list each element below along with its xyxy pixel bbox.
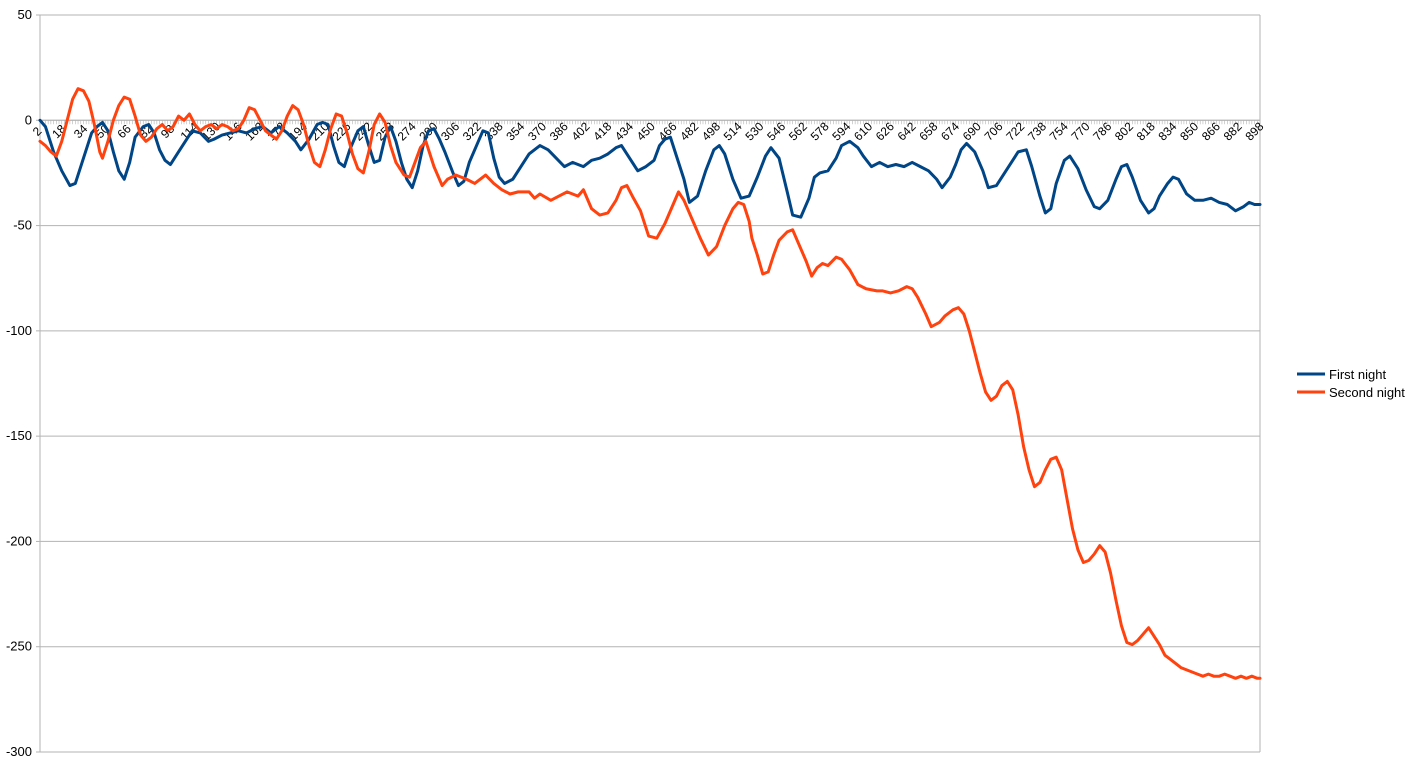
x-tick-label: 354 [503,119,527,143]
x-tick-label: 594 [829,119,853,143]
x-tick-label: 450 [634,119,658,143]
x-tick-label: 466 [656,119,680,143]
y-tick-label: -300 [6,744,32,759]
x-tick-label: 754 [1047,119,1071,143]
y-tick-label: -100 [6,323,32,338]
x-tick-label: 866 [1199,119,1223,143]
legend: First night Second night [1297,367,1405,400]
y-tick-label: -250 [6,639,32,654]
x-tick-label: 642 [895,119,919,143]
y-tick-label: 50 [18,7,32,22]
x-tick-label: 482 [677,119,701,143]
x-tick-label: 562 [786,119,810,143]
x-tick-label: 786 [1090,119,1114,143]
x-tick-label: 850 [1177,119,1201,143]
y-tick-labels: 50 0 -50 -100 -150 -200 -250 -300 [6,7,32,759]
y-tick-label: 0 [25,112,32,127]
x-tick-label: 802 [1112,119,1136,143]
y-tick-label: -150 [6,428,32,443]
x-tick-label: 306 [438,119,462,143]
x-tick-label: 738 [1025,119,1049,143]
x-tick-label: 530 [742,119,766,143]
x-tick-label: 578 [808,119,832,143]
y-tick-label: -50 [13,218,32,233]
series-lines [38,87,1262,680]
legend-label: Second night [1329,385,1405,400]
x-tick-label: 658 [916,119,940,143]
x-tick-label: 514 [721,119,745,143]
x-tick-label: 34 [71,122,91,142]
x-tick-label: 66 [114,122,134,142]
x-tick-label: 722 [1003,119,1027,143]
x-tick-label: 274 [395,119,419,143]
x-tick-label: 898 [1242,119,1266,143]
x-tick-label: 690 [960,119,984,143]
x-tick-label: 546 [764,119,788,143]
x-tick-label: 882 [1221,119,1245,143]
x-tick-label: 386 [547,119,571,143]
x-tick-label: 434 [612,119,636,143]
x-tick-label: 418 [590,119,614,143]
x-tick-label: 674 [938,119,962,143]
x-tick-label: 834 [1155,119,1179,143]
legend-label: First night [1329,367,1386,382]
y-tick-label: -200 [6,533,32,548]
x-tick-label: 2 [30,124,45,139]
x-tick-label: 770 [1069,119,1093,143]
x-tick-label: 402 [569,119,593,143]
x-tick-label: 706 [982,119,1006,143]
x-tick-label: 610 [851,119,875,143]
x-tick-label: 370 [525,119,549,143]
x-tick-label: 498 [699,119,723,143]
x-tick-label: 818 [1134,119,1158,143]
x-tick-label: 626 [873,119,897,143]
series-line-second-night [38,87,1262,680]
